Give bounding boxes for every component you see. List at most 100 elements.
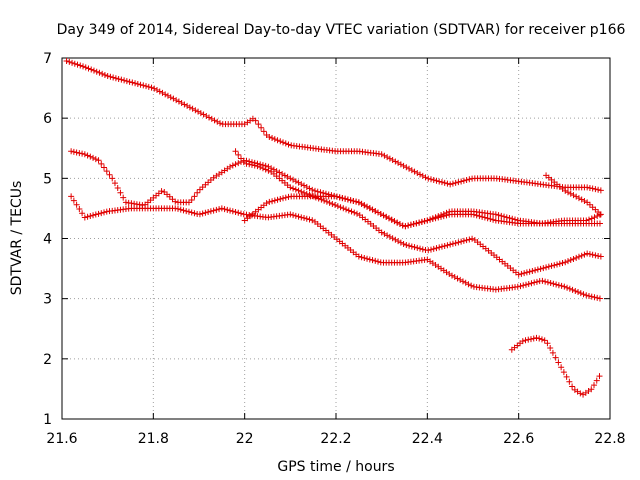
data-point bbox=[517, 283, 524, 290]
data-point bbox=[301, 215, 308, 222]
data-point bbox=[101, 209, 108, 216]
data-point bbox=[348, 208, 355, 215]
data-point bbox=[449, 180, 456, 187]
chart-title: Day 349 of 2014, Sidereal Day-to-day VTE… bbox=[57, 22, 626, 38]
data-point bbox=[451, 274, 458, 281]
data-point bbox=[408, 243, 415, 250]
data-point bbox=[528, 280, 535, 287]
data-point bbox=[414, 244, 421, 251]
data-point bbox=[366, 256, 373, 263]
data-point bbox=[243, 160, 250, 167]
data-point bbox=[277, 196, 284, 203]
data-point bbox=[454, 275, 461, 282]
data-point bbox=[173, 97, 180, 104]
data-point bbox=[81, 151, 88, 158]
data-point bbox=[143, 83, 150, 90]
y-tick-label: 6 bbox=[43, 111, 52, 127]
data-point bbox=[385, 215, 392, 222]
data-point bbox=[572, 287, 579, 294]
data-point bbox=[578, 196, 585, 203]
data-point bbox=[96, 69, 103, 76]
data-point bbox=[596, 220, 603, 227]
data-point bbox=[74, 61, 81, 68]
data-point bbox=[569, 383, 576, 390]
data-point bbox=[592, 186, 599, 193]
data-point bbox=[425, 175, 432, 182]
data-point bbox=[564, 284, 571, 291]
data-point bbox=[323, 198, 330, 205]
data-point bbox=[90, 212, 97, 219]
data-point bbox=[110, 74, 117, 81]
data-point bbox=[199, 210, 206, 217]
data-point bbox=[597, 187, 604, 194]
data-point bbox=[70, 148, 77, 155]
data-point bbox=[366, 205, 373, 212]
data-point bbox=[192, 107, 199, 114]
data-point bbox=[68, 193, 75, 200]
data-point bbox=[87, 212, 94, 219]
data-point bbox=[575, 289, 582, 296]
data-point bbox=[455, 239, 462, 246]
data-point bbox=[208, 115, 215, 122]
data-point bbox=[566, 285, 573, 292]
data-point bbox=[537, 265, 544, 272]
data-point bbox=[175, 98, 182, 105]
data-point bbox=[148, 84, 155, 91]
data-point bbox=[433, 177, 440, 184]
data-point bbox=[310, 193, 317, 200]
data-point bbox=[384, 232, 391, 239]
data-point bbox=[452, 179, 459, 186]
data-point bbox=[529, 267, 536, 274]
data-point bbox=[561, 283, 568, 290]
data-point bbox=[536, 335, 543, 342]
data-point bbox=[121, 77, 128, 84]
data-point bbox=[596, 373, 603, 380]
data-point bbox=[438, 179, 445, 186]
data-point bbox=[427, 216, 434, 223]
data-point bbox=[530, 335, 537, 342]
data-point bbox=[506, 215, 513, 222]
data-point bbox=[287, 184, 294, 191]
data-point bbox=[104, 73, 111, 80]
data-point bbox=[174, 205, 181, 212]
data-point bbox=[394, 219, 401, 226]
data-point bbox=[196, 211, 203, 218]
data-point bbox=[539, 277, 546, 284]
data-point bbox=[515, 271, 522, 278]
data-point bbox=[170, 95, 177, 102]
data-point bbox=[306, 185, 313, 192]
data-point bbox=[427, 246, 434, 253]
data-point bbox=[246, 161, 253, 168]
data-point bbox=[570, 255, 577, 262]
data-point bbox=[210, 207, 217, 214]
data-point bbox=[547, 280, 554, 287]
data-point bbox=[432, 214, 439, 221]
data-point bbox=[591, 214, 598, 221]
data-point bbox=[519, 338, 526, 345]
data-point bbox=[79, 210, 86, 217]
data-point bbox=[66, 58, 73, 65]
series-trace-4 bbox=[232, 148, 603, 230]
data-point bbox=[416, 219, 423, 226]
data-point bbox=[333, 193, 340, 200]
data-point bbox=[558, 282, 565, 289]
data-point bbox=[92, 211, 99, 218]
data-point bbox=[575, 195, 582, 202]
y-tick-label: 2 bbox=[43, 352, 52, 368]
data-point bbox=[93, 68, 100, 75]
data-point bbox=[531, 279, 538, 286]
x-tick-label: 21.8 bbox=[138, 431, 169, 447]
data-point bbox=[277, 138, 284, 145]
data-point bbox=[329, 200, 336, 207]
data-point bbox=[265, 167, 272, 174]
data-point bbox=[118, 76, 125, 83]
data-point bbox=[586, 251, 593, 258]
data-point bbox=[392, 236, 399, 243]
data-point bbox=[156, 88, 163, 95]
data-point bbox=[438, 212, 445, 219]
data-point bbox=[274, 137, 281, 144]
data-point bbox=[558, 364, 565, 371]
data-point bbox=[540, 265, 547, 272]
data-point bbox=[295, 179, 302, 186]
data-point bbox=[217, 120, 224, 127]
